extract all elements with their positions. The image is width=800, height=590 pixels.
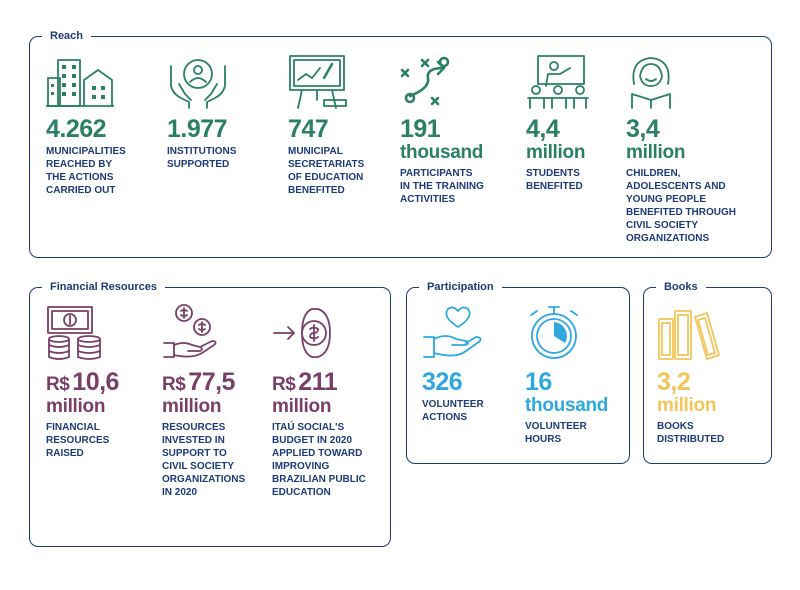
- stat-description: RESOURCES INVESTED IN SUPPORT TO CIVIL S…: [162, 422, 246, 498]
- stopwatch-icon: [530, 306, 578, 359]
- reach-stat-students: 4,4 million STUDENTS BENEFITED: [526, 54, 590, 193]
- stat-description: BOOKS DISTRIBUTED: [657, 421, 725, 445]
- stat-number: 77,5: [188, 368, 235, 396]
- strategy-play-icon: [400, 56, 450, 106]
- stat-unit: million: [526, 142, 586, 163]
- stat-description: VOLUNTEER ACTIONS: [422, 399, 484, 423]
- reach-stat-secretariats: 747 MUNICIPAL SECRETARIATS OF EDUCATION …: [288, 54, 364, 197]
- participation-panel: Participation: [406, 279, 630, 464]
- arrow-coin-icon: [273, 308, 331, 358]
- stat-number: 4,4: [526, 115, 560, 143]
- stat-number: 1.977: [167, 115, 228, 143]
- hands-person-icon: [170, 59, 226, 109]
- stat-currency: R$: [272, 374, 296, 395]
- city-buildings-icon: [46, 59, 114, 107]
- stat-description: PARTICIPANTS IN THE TRAINING ACTIVITIES: [400, 168, 484, 205]
- reach-panel: Reach: [29, 28, 772, 258]
- financial-stat-invested: R$ 77,5 million RESOURCES INVESTED IN SU…: [162, 303, 245, 499]
- stat-description: STUDENTS BENEFITED: [526, 168, 583, 192]
- stat-description: MUNICIPAL SECRETARIATS OF EDUCATION BENE…: [288, 146, 365, 196]
- stat-unit: thousand: [400, 142, 484, 163]
- stat-unit: million: [657, 395, 717, 416]
- financial-stat-raised: R$ 10,6 million FINANCIAL RESOURCES RAIS…: [46, 303, 119, 460]
- stat-description: CHILDREN, ADOLESCENTS AND YOUNG PEOPLE B…: [626, 168, 736, 244]
- books-panel: Books: [643, 279, 772, 464]
- stat-number: 747: [288, 115, 329, 143]
- reach-stat-participants: 191 thousand PARTICIPANTS IN THE TRAININ…: [400, 54, 484, 206]
- stat-currency: R$: [46, 374, 70, 395]
- stat-unit: million: [626, 142, 686, 163]
- stat-description: FINANCIAL RESOURCES RAISED: [46, 422, 110, 459]
- books-title: Books: [656, 279, 706, 295]
- financial-panel: Financial Resources: [29, 279, 391, 547]
- stat-unit: million: [46, 396, 106, 417]
- books-icon: [658, 310, 720, 360]
- financial-stat-budget: R$ 211 million ITAÚ SOCIAL'S BUDGET IN 2…: [272, 303, 366, 499]
- stat-number: 191: [400, 115, 441, 143]
- stat-currency: R$: [162, 374, 186, 395]
- financial-title: Financial Resources: [42, 279, 165, 295]
- girl-reading-icon: [631, 57, 671, 109]
- reach-stat-institutions: 1.977 INSTITUTIONS SUPPORTED: [167, 54, 236, 171]
- stat-number: 3,2: [657, 368, 691, 396]
- stat-number: 16: [525, 368, 552, 396]
- stat-unit: million: [162, 396, 222, 417]
- reach-stat-municipalities: 4.262 MUNICIPALITIES REACHED BY THE ACTI…: [46, 54, 126, 197]
- participation-stat-hours: 16 thousand VOLUNTEER HOURS: [525, 303, 608, 446]
- stat-description: INSTITUTIONS SUPPORTED: [167, 146, 237, 170]
- reach-stat-children: 3,4 million CHILDREN, ADOLESCENTS AND YO…: [626, 54, 736, 245]
- money-coins-icon: [47, 306, 101, 360]
- classroom-teacher-icon: [527, 55, 589, 109]
- stat-number: 3,4: [626, 115, 660, 143]
- stat-description: MUNICIPALITIES REACHED BY THE ACTIONS CA…: [46, 146, 126, 196]
- stat-description: ITAÚ SOCIAL'S BUDGET IN 2020 APPLIED TOW…: [272, 422, 366, 498]
- participation-stat-actions: 326 VOLUNTEER ACTIONS: [422, 303, 484, 424]
- stat-number: 10,6: [72, 368, 119, 396]
- stat-number: 4.262: [46, 115, 107, 143]
- participation-title: Participation: [419, 279, 502, 295]
- stat-unit: thousand: [525, 395, 609, 416]
- whiteboard-chart-icon: [289, 55, 347, 109]
- hand-coins-icon: [163, 304, 217, 358]
- stat-number: 211: [298, 368, 338, 396]
- books-stat-distributed: 3,2 million BOOKS DISTRIBUTED: [657, 303, 724, 446]
- stat-description: VOLUNTEER HOURS: [525, 421, 587, 445]
- stat-number: 326: [422, 368, 463, 396]
- hand-heart-icon: [423, 306, 482, 358]
- reach-title: Reach: [42, 28, 92, 44]
- stat-unit: million: [272, 396, 332, 417]
